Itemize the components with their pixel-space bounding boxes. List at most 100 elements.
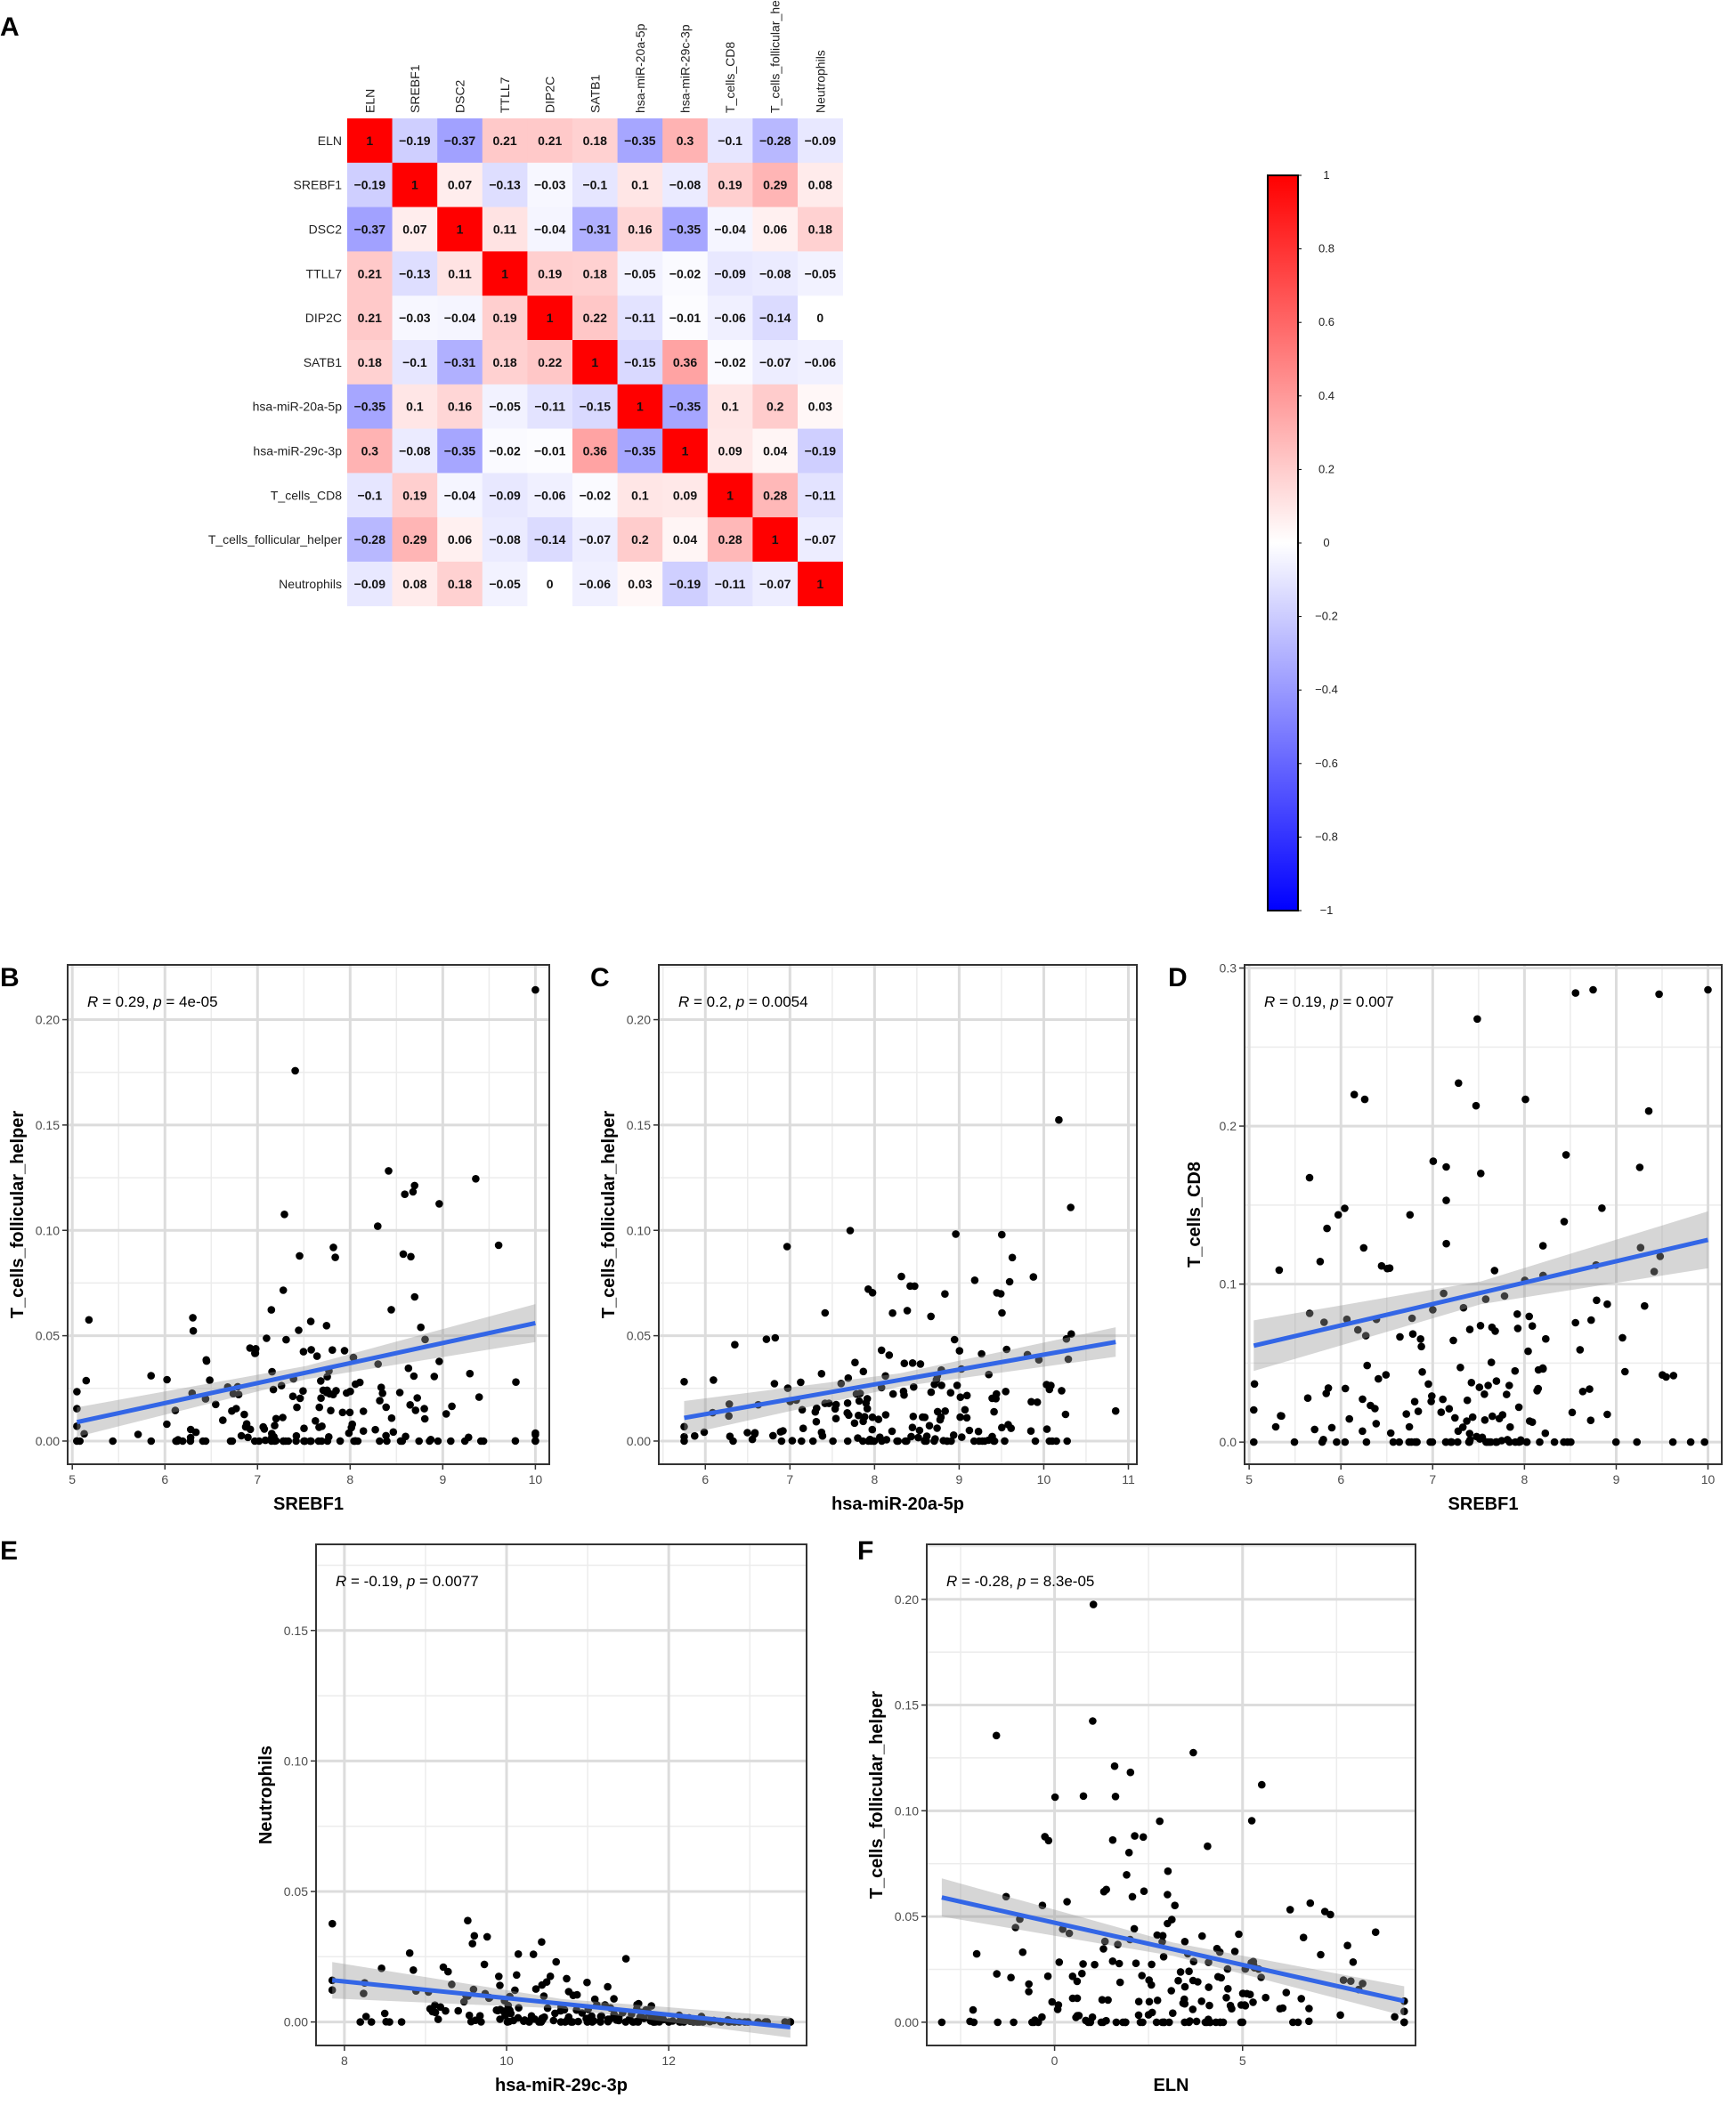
data-point	[710, 1376, 718, 1384]
heatmap-cell	[617, 384, 663, 429]
data-point	[1271, 1422, 1280, 1431]
regression-line	[76, 1320, 536, 1425]
heatmap-cell	[798, 162, 843, 207]
data-point	[359, 1427, 368, 1435]
data-point	[219, 1416, 227, 1424]
data-point	[779, 1427, 787, 1435]
data-point	[415, 1437, 424, 1446]
data-point	[361, 2013, 370, 2021]
data-point	[1489, 1412, 1497, 1421]
data-point	[318, 1437, 326, 1446]
data-point	[1261, 1993, 1270, 2002]
data-point	[798, 1405, 807, 1414]
data-point	[1473, 1015, 1481, 1024]
data-point	[1115, 1959, 1124, 1968]
heatmap-cell	[437, 428, 483, 474]
data-point	[1363, 1361, 1371, 1370]
data-point	[1007, 1424, 1015, 1432]
data-point	[941, 1407, 949, 1415]
data-point	[1278, 1412, 1286, 1421]
annotation-part: = 4e-05	[162, 993, 218, 1010]
data-point	[348, 1420, 357, 1429]
data-point	[1320, 1908, 1329, 1916]
data-point	[435, 1357, 443, 1365]
heatmap-cell	[662, 384, 709, 429]
x-tick-label: 10	[529, 1472, 543, 1486]
y-tick-label: 0.10	[36, 1223, 60, 1237]
plot-background	[927, 1544, 1416, 2045]
data-point	[1108, 1835, 1117, 1844]
heatmap-cell-value: −0.03	[399, 311, 431, 325]
data-point	[327, 1406, 335, 1414]
heatmap-cell-value: −0.06	[534, 488, 566, 502]
heatmap-cell-value: 0.21	[492, 134, 516, 148]
data-point	[269, 1385, 278, 1394]
annotation-part: p	[152, 993, 161, 1010]
data-point	[900, 1359, 909, 1367]
data-point	[410, 1181, 419, 1190]
data-point	[1171, 1901, 1179, 1909]
data-point	[376, 1437, 384, 1446]
y-tick-label: 0.3	[1220, 961, 1237, 976]
heatmap-cell-value: −0.05	[489, 577, 521, 591]
data-point	[700, 1428, 709, 1437]
data-point	[409, 1187, 418, 1196]
data-point	[888, 1427, 896, 1436]
annotation-part: R	[1264, 993, 1275, 1010]
data-point	[1128, 1892, 1137, 1901]
data-point	[1480, 1416, 1489, 1424]
data-point	[962, 1413, 971, 1422]
data-point	[1002, 1892, 1010, 1901]
data-point	[946, 1389, 955, 1397]
data-point	[317, 1377, 325, 1385]
data-point	[410, 1372, 418, 1381]
heatmap-cell	[662, 473, 709, 518]
data-point	[1164, 1891, 1172, 1899]
heatmap-cell	[798, 562, 843, 607]
data-point	[908, 1423, 917, 1431]
data-point	[395, 1389, 404, 1397]
heatmap-cell-value: 0.18	[583, 134, 607, 148]
data-point	[479, 1437, 488, 1446]
data-point	[1350, 1090, 1359, 1098]
heatmap-cell	[707, 207, 753, 252]
heatmap-cell-value: 1	[637, 400, 644, 414]
data-point	[1047, 1381, 1055, 1389]
heatmap-row-label: ELN	[318, 134, 342, 148]
data-point	[421, 1335, 429, 1344]
heatmap-cell-value: 0.09	[718, 444, 742, 458]
heatmap-cell-value: 0.18	[492, 355, 516, 369]
heatmap-cell-value: 0.18	[583, 266, 607, 280]
data-point	[1603, 1300, 1611, 1308]
data-point	[799, 1424, 807, 1432]
data-point	[1562, 1151, 1570, 1159]
heatmap-cell	[617, 517, 663, 563]
x-tick-label: 8	[871, 1472, 878, 1486]
data-point	[1442, 1196, 1450, 1204]
data-point	[1362, 1438, 1371, 1446]
data-point	[1073, 2012, 1082, 2020]
data-point	[360, 1989, 368, 1997]
data-point	[1078, 1969, 1086, 1978]
data-point	[1449, 1336, 1457, 1345]
data-point	[279, 1437, 288, 1446]
data-point	[389, 1428, 398, 1437]
heatmap-cell	[347, 118, 393, 164]
data-point	[881, 1411, 890, 1419]
data-point	[903, 1307, 912, 1315]
data-point	[1327, 1423, 1336, 1432]
y-tick-label: 0.15	[627, 1118, 651, 1132]
heatmap-cell	[707, 251, 753, 296]
heatmap-cell-value: −0.02	[489, 444, 521, 458]
data-point	[1454, 1438, 1462, 1446]
data-point	[371, 1425, 379, 1434]
data-point	[1442, 1239, 1450, 1248]
heatmap-cell	[437, 251, 483, 296]
heatmap-cell	[617, 296, 663, 341]
data-point	[469, 1985, 478, 1994]
heatmap-cell	[707, 118, 753, 164]
heatmap-cell-value: 0.22	[538, 355, 562, 369]
heatmap-cell	[572, 296, 618, 341]
data-point	[1299, 1933, 1308, 1941]
data-point	[974, 1427, 983, 1436]
